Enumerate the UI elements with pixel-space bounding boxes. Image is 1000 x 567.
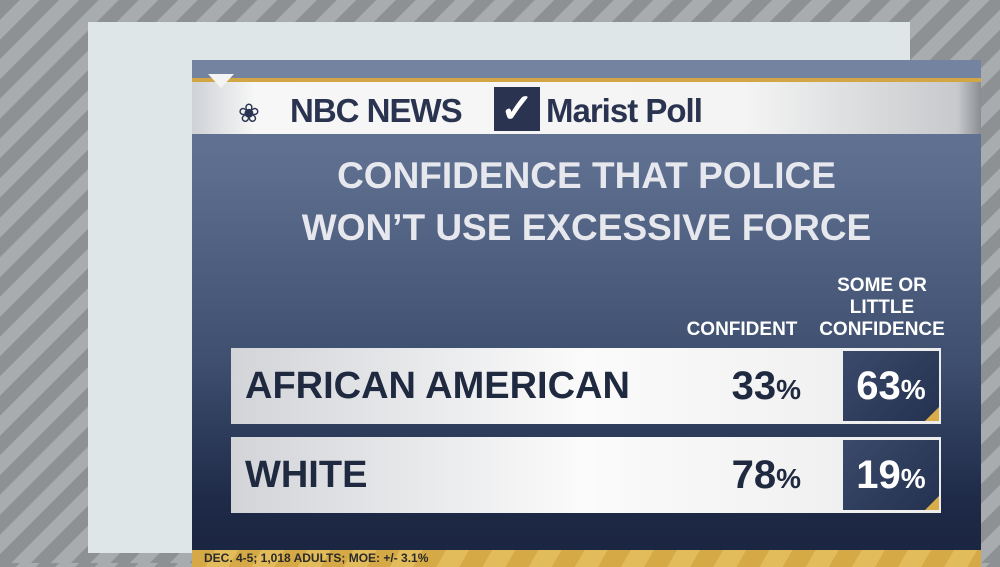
header-line: LITTLE xyxy=(849,297,915,318)
some-little-value: 19% xyxy=(843,440,939,510)
nbc-news-logo: NBC NEWS xyxy=(290,92,463,129)
confident-value: 78% xyxy=(731,453,801,497)
graphic-frame: ❀ NBC NEWS ✓ Marist Poll CONFIDENCE THAT… xyxy=(88,22,981,567)
row-label: AFRICAN AMERICAN xyxy=(245,365,630,407)
title-line: WON’T USE EXCESSIVE FORCE xyxy=(301,207,872,248)
title-line: CONFIDENCE THAT POLICE xyxy=(337,155,836,196)
column-header-confident: CONFIDENT xyxy=(686,319,798,340)
row-label: WHITE xyxy=(245,454,368,496)
marist-poll-logo: Marist Poll xyxy=(546,92,703,129)
top-strip xyxy=(192,60,981,78)
table-row: WHITE 78% 19% xyxy=(231,437,941,513)
triangle-marker-icon xyxy=(208,74,234,88)
header-line: CONFIDENCE xyxy=(819,319,945,340)
gold-divider xyxy=(192,78,981,82)
logo-bar xyxy=(192,82,981,134)
confident-value: 33% xyxy=(731,364,801,408)
table-row: AFRICAN AMERICAN 33% 63% xyxy=(231,348,941,424)
poll-panel: ❀ NBC NEWS ✓ Marist Poll CONFIDENCE THAT… xyxy=(192,60,981,567)
footer-bar: DEC. 4-5; 1,018 ADULTS; MOE: +/- 3.1% xyxy=(192,550,981,567)
nbc-peacock-icon: ❀ xyxy=(238,98,260,128)
footer-source: DEC. 4-5; 1,018 ADULTS; MOE: +/- 3.1% xyxy=(204,551,429,565)
some-little-value: 63% xyxy=(843,351,939,421)
header-line: SOME OR xyxy=(837,275,927,296)
chart-title: CONFIDENCE THAT POLICE WON’T USE EXCESSI… xyxy=(192,150,981,254)
column-header-some-or-little: SOME OR LITTLE CONFIDENCE xyxy=(818,275,946,341)
checkmark-icon: ✓ xyxy=(494,87,540,131)
